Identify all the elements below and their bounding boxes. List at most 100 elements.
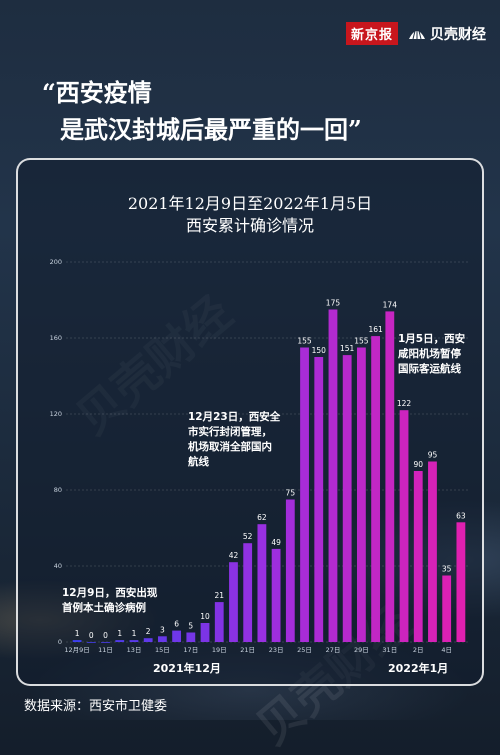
- x-tick-label: 27日: [326, 646, 341, 654]
- data-label: 35: [442, 565, 452, 574]
- bar: [356, 347, 366, 642]
- annotation-lockdown: 12月23日，西安全 市实行封闭管理， 机场取消全部国内 航线: [188, 410, 288, 470]
- bar: [200, 623, 210, 642]
- x-tick-label: 23日: [269, 646, 284, 654]
- annotation-airport: 1月5日，西安 咸阳机场暂停 国际客运航线: [398, 332, 478, 377]
- bar: [428, 461, 437, 642]
- bar: [271, 548, 281, 642]
- brand-name: 贝壳财经: [430, 26, 486, 43]
- data-label: 3: [160, 625, 165, 634]
- chart-card: 2021年12月9日至2022年1月5日 西安累计确诊情况 0 40 80 120 16…: [16, 158, 484, 686]
- data-label: 90: [413, 460, 423, 469]
- bar: [101, 642, 110, 643]
- data-label: 1: [117, 629, 122, 638]
- annotation-text: 航线: [188, 456, 209, 468]
- annotation-text: 机场取消全部国内: [188, 441, 272, 453]
- bar: [129, 640, 139, 642]
- chart-subtitle: 西安累计确诊情况: [185, 216, 314, 235]
- x-tick-label: 21日: [240, 646, 255, 654]
- bar: [399, 410, 409, 642]
- bar: [314, 357, 324, 642]
- bar: [115, 640, 125, 642]
- data-label: 174: [383, 300, 398, 309]
- headline-line-2: 是武汉封城后最严重的一回”: [60, 115, 362, 144]
- data-label: 10: [200, 612, 210, 621]
- data-label: 62: [257, 513, 267, 522]
- x-tick-label: 15日: [155, 646, 170, 654]
- y-tick-label: 120: [50, 410, 62, 418]
- x-tick-label: 13日: [127, 646, 142, 654]
- data-label: 6: [174, 620, 179, 629]
- bar: [328, 309, 338, 642]
- data-label: 49: [271, 538, 281, 547]
- data-label: 52: [243, 532, 253, 541]
- headline-line-1: “西安疫情: [42, 78, 152, 107]
- bar: [172, 630, 182, 642]
- chart-title: 2021年12月9日至2022年1月5日: [127, 194, 373, 213]
- data-label: 0: [89, 631, 94, 640]
- annotation-text: 1月5日，西安: [398, 333, 466, 345]
- data-label: 155: [354, 337, 369, 346]
- bar: [72, 640, 82, 642]
- brand-logo: 贝壳财经: [408, 24, 486, 44]
- annotation-text: 12月9日，西安出现: [62, 587, 158, 599]
- annotation-text: 咸阳机场暂停: [398, 348, 461, 360]
- annotation-first-case: 12月9日，西安出现 首例本土确诊病例: [62, 586, 172, 616]
- data-label: 161: [368, 325, 383, 334]
- bar: [456, 522, 466, 642]
- y-tick-label: 200: [50, 258, 62, 266]
- x-tick-label: 25日: [297, 646, 312, 654]
- data-label: 95: [428, 451, 438, 460]
- bar: [413, 471, 423, 642]
- masthead: 新京报 贝壳财经: [345, 22, 486, 45]
- bar: [371, 336, 381, 642]
- data-label: 63: [456, 511, 466, 520]
- x-tick-label: 12月9日: [64, 646, 89, 654]
- annotation-text: 12月23日，西安全: [188, 411, 281, 423]
- data-label: 0: [103, 631, 108, 640]
- data-label: 1: [132, 629, 137, 638]
- x-tick-label: 19日: [212, 646, 227, 654]
- bar: [385, 311, 395, 642]
- data-source: 数据来源：西安市卫健委: [24, 699, 168, 714]
- bar: [86, 642, 96, 643]
- x-tick-label: 4日: [441, 646, 452, 654]
- bar: [157, 636, 167, 642]
- annotation-text: 首例本土确诊病例: [62, 602, 146, 614]
- shell-icon: [409, 30, 425, 40]
- bar: [342, 355, 352, 642]
- y-tick-label: 80: [54, 486, 62, 494]
- data-label: 155: [297, 337, 312, 346]
- bar: [442, 575, 452, 642]
- bar: [229, 562, 238, 642]
- bar: [214, 602, 224, 642]
- bar: [186, 632, 196, 642]
- outlet-logo: 新京报: [345, 22, 398, 45]
- data-label: 42: [229, 551, 239, 560]
- bar: [243, 543, 253, 642]
- annotation-text: 国际客运航线: [398, 363, 461, 375]
- x-tick-label: 29日: [354, 646, 369, 654]
- data-label: 2: [146, 627, 151, 636]
- y-tick-label: 40: [54, 562, 62, 570]
- y-tick-label: 160: [50, 334, 62, 342]
- headline: “西安疫情 是武汉封城后最严重的一回”: [42, 74, 362, 148]
- y-tick-label: 0: [58, 638, 62, 646]
- x-tick-label: 2日: [413, 646, 424, 654]
- data-label: 175: [326, 299, 341, 308]
- data-label: 75: [286, 489, 296, 498]
- data-label: 1: [75, 629, 80, 638]
- bar: [285, 499, 295, 642]
- bar: [257, 524, 267, 642]
- x-tick-label: 17日: [183, 646, 198, 654]
- annotation-text: 市实行封闭管理，: [188, 426, 272, 438]
- data-label: 5: [188, 622, 193, 631]
- bar: [300, 347, 309, 642]
- data-label: 151: [340, 344, 355, 353]
- data-label: 150: [312, 346, 327, 355]
- month-label-dec: 2021年12月: [153, 662, 221, 675]
- data-label: 122: [397, 399, 412, 408]
- x-tick-label: 31日: [382, 646, 397, 654]
